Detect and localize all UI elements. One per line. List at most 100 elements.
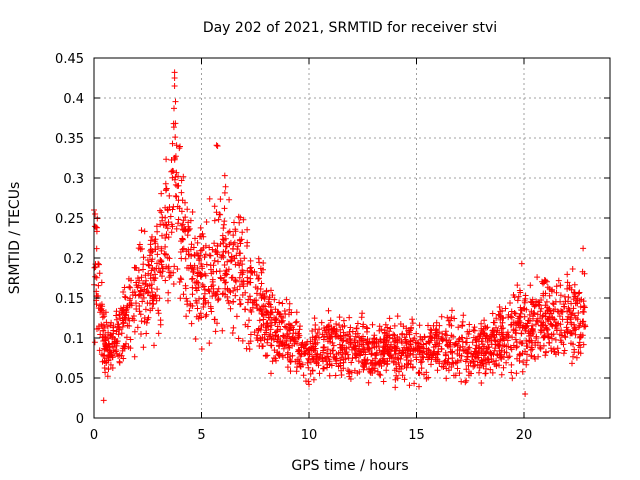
y-axis-label: SRMTID / TECUs — [7, 182, 23, 295]
data-point — [551, 348, 558, 355]
data-point — [188, 276, 195, 283]
data-point — [307, 344, 314, 351]
data-point — [353, 325, 360, 332]
data-point — [157, 317, 164, 324]
data-point — [262, 353, 269, 359]
data-point — [274, 336, 281, 343]
data-point — [561, 347, 568, 354]
data-point — [497, 323, 504, 330]
data-point — [537, 344, 543, 351]
data-point — [362, 349, 369, 356]
data-point — [413, 330, 420, 337]
data-point — [423, 340, 430, 347]
data-point — [409, 316, 416, 323]
data-point — [261, 336, 268, 342]
data-point — [545, 316, 552, 323]
data-point — [522, 295, 529, 302]
data-point — [166, 255, 173, 262]
data-point — [162, 204, 169, 211]
data-point — [481, 317, 488, 324]
data-point — [577, 350, 584, 357]
data-point — [127, 336, 134, 343]
data-point — [165, 289, 172, 296]
data-point — [310, 376, 317, 383]
data-point — [135, 245, 142, 252]
data-point — [573, 354, 580, 361]
data-point — [116, 311, 123, 318]
data-point — [244, 243, 250, 249]
data-point — [497, 336, 504, 343]
data-point — [543, 349, 549, 356]
data-point — [171, 105, 177, 112]
data-point — [562, 333, 569, 340]
data-point — [557, 337, 564, 344]
data-point — [450, 372, 457, 379]
data-point — [380, 339, 387, 346]
data-point — [113, 328, 120, 335]
data-point — [214, 320, 220, 327]
data-point — [333, 321, 340, 327]
data-point — [569, 266, 576, 272]
data-point — [315, 362, 322, 369]
data-point — [503, 331, 510, 338]
data-point — [452, 341, 459, 348]
data-point — [258, 323, 265, 329]
data-point — [268, 287, 274, 294]
data-point — [134, 324, 141, 331]
data-point — [568, 321, 575, 328]
data-point — [284, 364, 291, 371]
data-point — [177, 249, 184, 255]
data-point — [500, 335, 507, 342]
data-point — [260, 260, 267, 266]
data-point — [287, 358, 294, 365]
data-point — [170, 120, 177, 127]
data-point — [188, 320, 195, 327]
data-point — [582, 322, 588, 329]
data-point — [561, 303, 568, 310]
data-point — [254, 332, 261, 339]
data-point — [502, 305, 509, 312]
data-point — [354, 320, 361, 327]
data-point — [577, 344, 584, 351]
data-point — [310, 355, 317, 362]
data-point — [214, 143, 221, 149]
data-points — [91, 69, 589, 404]
data-point — [140, 294, 147, 301]
data-point — [465, 331, 472, 337]
data-point — [106, 353, 113, 360]
data-point — [203, 261, 210, 268]
data-point — [140, 266, 146, 273]
data-point — [144, 316, 151, 323]
data-point — [392, 344, 398, 351]
data-point — [532, 339, 539, 346]
data-point — [264, 320, 271, 327]
data-point — [404, 361, 411, 368]
data-point — [466, 344, 473, 351]
data-point — [543, 325, 550, 332]
data-point — [553, 325, 560, 332]
data-point — [155, 330, 162, 337]
data-point — [496, 312, 503, 319]
data-point — [327, 317, 334, 324]
data-point — [286, 300, 293, 307]
data-point — [386, 328, 393, 335]
data-point — [143, 330, 150, 337]
data-point — [138, 331, 144, 337]
data-point — [445, 317, 452, 324]
data-point — [418, 344, 425, 351]
data-point — [102, 343, 109, 350]
data-point — [232, 261, 239, 268]
data-point — [237, 300, 244, 307]
data-point — [163, 231, 170, 238]
data-point — [173, 225, 180, 232]
data-point — [482, 350, 489, 357]
data-point — [257, 306, 264, 313]
data-point — [427, 334, 434, 340]
data-point — [442, 328, 449, 335]
data-point — [313, 354, 320, 361]
data-point — [398, 366, 405, 372]
data-point — [480, 357, 487, 364]
data-point — [530, 309, 537, 316]
data-point — [346, 328, 353, 335]
data-point — [365, 341, 372, 348]
